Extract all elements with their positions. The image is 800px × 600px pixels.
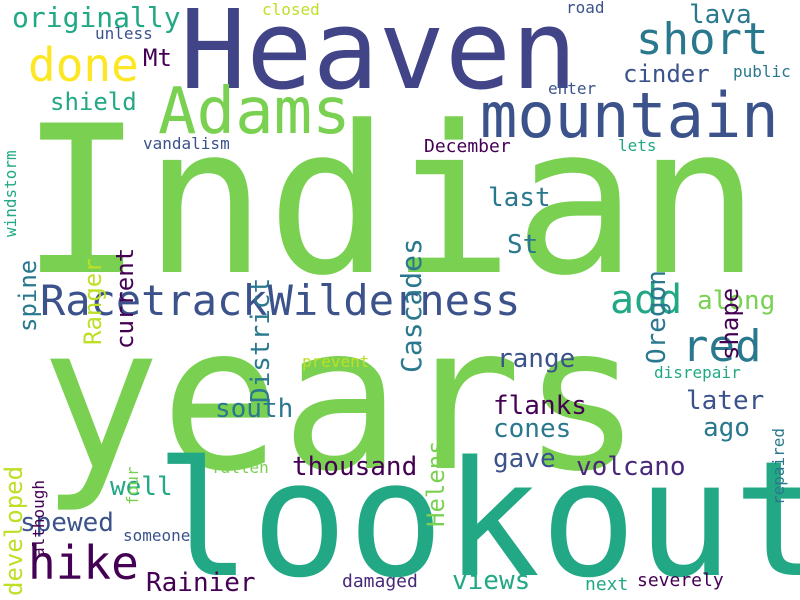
word-spine: spine bbox=[14, 259, 42, 332]
word-years: years bbox=[40, 283, 643, 516]
word-road: road bbox=[566, 0, 605, 17]
word-disrepair: disrepair bbox=[654, 363, 741, 382]
word-oregon: Oregon bbox=[642, 270, 672, 364]
word-damaged: damaged bbox=[342, 571, 418, 592]
word-shield: shield bbox=[50, 88, 137, 116]
word-vandalism: vandalism bbox=[143, 134, 230, 153]
word-lets: lets bbox=[618, 136, 657, 155]
word-fallen: fallen bbox=[211, 458, 269, 477]
word-range: range bbox=[497, 344, 576, 374]
word-developed: developed bbox=[0, 465, 28, 596]
word-later: later bbox=[686, 386, 765, 416]
word-shape: shape bbox=[716, 287, 744, 360]
word-spewed: spewed bbox=[20, 508, 114, 538]
word-south: south bbox=[215, 394, 294, 424]
word-four: four bbox=[123, 466, 142, 505]
word-heaven: Heaven bbox=[180, 0, 578, 114]
word-red: red bbox=[682, 321, 762, 372]
word-lookout: lookout bbox=[155, 426, 800, 600]
word-december: December bbox=[424, 136, 511, 157]
word-closed: closed bbox=[262, 0, 320, 19]
word-district: District bbox=[246, 277, 276, 403]
word-cascades: Cascades bbox=[395, 238, 428, 373]
word-unless: unless bbox=[95, 24, 153, 43]
word-ranger: Ranger bbox=[79, 258, 107, 345]
word-windstorm: windstorm bbox=[1, 150, 20, 237]
word-next: next bbox=[585, 574, 629, 595]
word-add: add bbox=[610, 277, 683, 323]
word-rainier: Rainier bbox=[146, 568, 256, 598]
word-thousand: thousand bbox=[292, 452, 418, 482]
word-originally: originally bbox=[12, 1, 181, 34]
word-cones: cones bbox=[493, 414, 572, 444]
word-current: current bbox=[111, 247, 139, 349]
word-cinder: cinder bbox=[623, 60, 710, 88]
word-although: although bbox=[29, 479, 48, 557]
word-helens: Helens bbox=[422, 440, 450, 527]
word-st: St bbox=[507, 230, 539, 260]
word-repaired: repaired bbox=[769, 427, 788, 505]
word-public: public bbox=[733, 62, 791, 81]
word-gave: gave bbox=[493, 444, 556, 474]
word-mt: Mt bbox=[143, 44, 172, 72]
word-well: well bbox=[110, 472, 173, 502]
word-along: along bbox=[697, 286, 776, 316]
word-adams: Adams bbox=[158, 75, 351, 149]
word-volcano: volcano bbox=[576, 452, 686, 482]
word-hike: hike bbox=[28, 536, 139, 590]
word-views: views bbox=[452, 566, 531, 596]
word-mountain: mountain bbox=[480, 79, 779, 152]
word-prevent: prevent bbox=[302, 352, 370, 371]
word-enter: enter bbox=[548, 79, 597, 98]
word-severely: severely bbox=[637, 570, 724, 591]
word-flanks: flanks bbox=[493, 391, 587, 421]
word-someone: someone bbox=[123, 526, 191, 545]
word-indian: Indian bbox=[20, 83, 761, 321]
word-ago: ago bbox=[703, 413, 750, 443]
word-lava: lava bbox=[689, 0, 752, 30]
word-last: last bbox=[488, 183, 551, 213]
word-done: done bbox=[28, 38, 139, 92]
word-short: short bbox=[636, 14, 769, 65]
word-racetrackwilderness: RacetrackWilderness bbox=[40, 276, 521, 325]
